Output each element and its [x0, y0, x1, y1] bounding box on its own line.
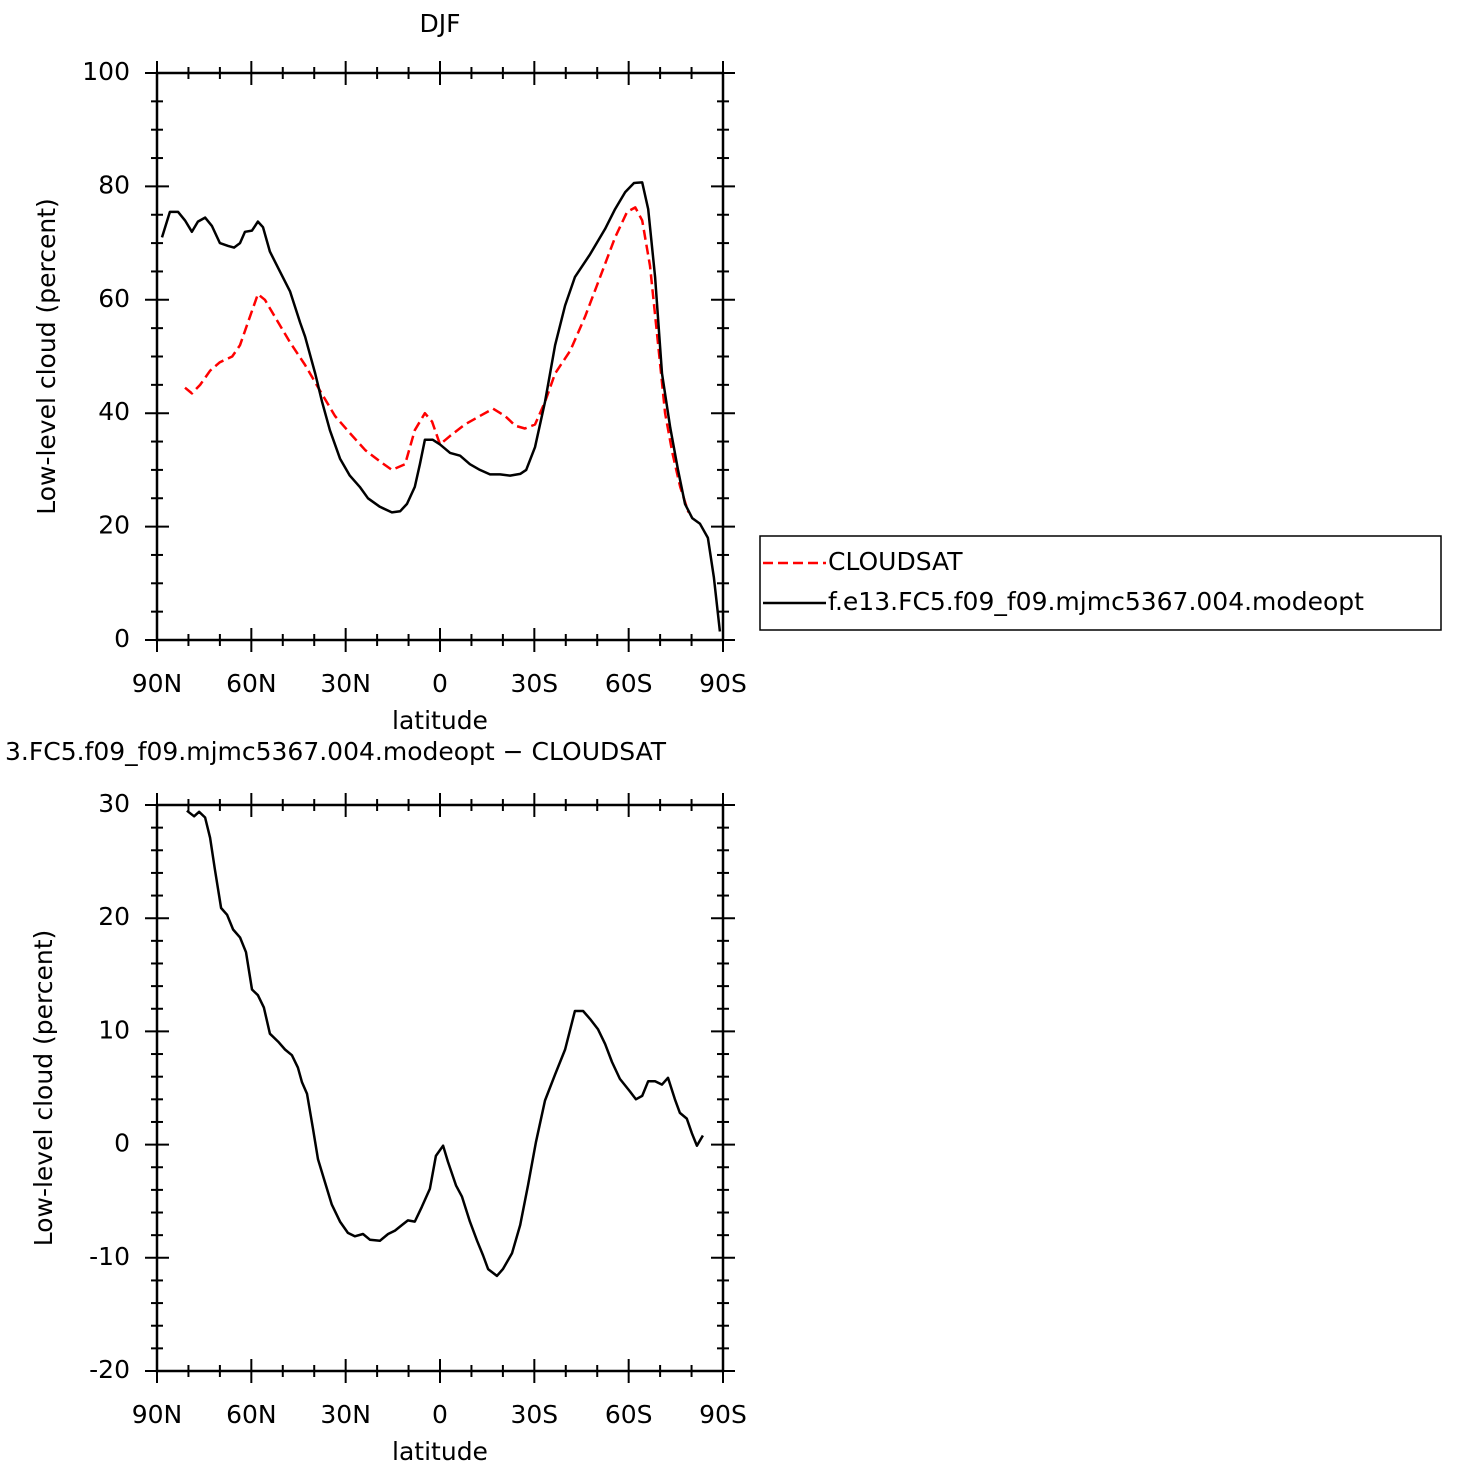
x-tick-label: 60S [605, 1400, 653, 1429]
x-tick-label: 60N [226, 669, 277, 698]
x-tick-label: 90N [132, 669, 183, 698]
y-axis-label: Low-level cloud (percent) [29, 930, 58, 1247]
x-tick-label: 60S [605, 669, 653, 698]
y-tick-label: 10 [98, 1015, 130, 1044]
data-line [186, 809, 704, 1278]
x-tick-label: 90N [132, 1400, 183, 1429]
y-tick-label: 20 [98, 511, 130, 540]
legend-label: CLOUDSAT [828, 547, 963, 576]
y-tick-label: -10 [89, 1242, 130, 1271]
chart-title: DJF [419, 9, 460, 38]
y-tick-label: 20 [98, 902, 130, 931]
y-tick-label: 0 [114, 1129, 130, 1158]
x-tick-label: 60N [226, 1400, 277, 1429]
data-line [160, 181, 722, 632]
y-tick-label: -20 [89, 1355, 130, 1384]
x-tick-label: 0 [432, 669, 448, 698]
chart-title: 3.FC5.f09_f09.mjmc5367.004.modeopt − CLO… [5, 737, 667, 766]
y-axis-label: Low-level cloud (percent) [32, 198, 61, 515]
y-tick-label: 0 [114, 624, 130, 653]
x-tick-label: 90S [699, 1400, 747, 1429]
x-tick-label: 0 [432, 1400, 448, 1429]
plot-frame [155, 803, 725, 1373]
x-tick-label: 30N [320, 1400, 371, 1429]
y-tick-label: 60 [98, 284, 130, 313]
x-tick-label: 30N [320, 669, 371, 698]
data-line [184, 206, 690, 513]
plot-frame [155, 71, 725, 642]
x-axis-label: latitude [392, 706, 488, 735]
legend-label: f.e13.FC5.f09_f09.mjmc5367.004.modeopt [828, 587, 1364, 616]
y-tick-label: 40 [98, 397, 130, 426]
x-axis-label: latitude [392, 1437, 488, 1466]
x-tick-label: 30S [510, 669, 558, 698]
y-tick-label: 30 [98, 789, 130, 818]
legend-box [759, 535, 1442, 631]
y-tick-label: 100 [82, 57, 130, 86]
x-tick-label: 90S [699, 669, 747, 698]
x-tick-label: 30S [510, 1400, 558, 1429]
y-tick-label: 80 [98, 170, 130, 199]
